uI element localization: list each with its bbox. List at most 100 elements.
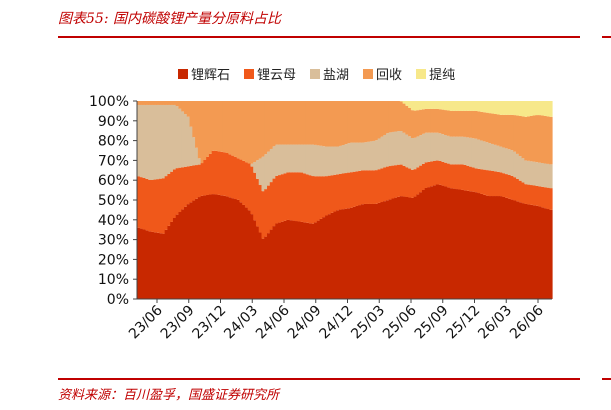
area-segment	[361, 101, 365, 143]
area-segment	[300, 144, 304, 173]
area-segment	[208, 153, 213, 195]
area-segment	[477, 168, 481, 194]
area-segment	[336, 174, 340, 211]
y-tick-label: 90%	[98, 114, 129, 130]
area-segment	[521, 116, 525, 159]
source-note: 资料来源：百川盈孚，国盛证券研究所	[58, 388, 280, 403]
area-segment	[463, 164, 467, 191]
area-segment	[482, 194, 487, 299]
area-segment	[380, 202, 384, 299]
area-segment	[430, 101, 434, 109]
area-segment	[516, 115, 520, 154]
area-segment	[325, 101, 329, 147]
area-segment	[521, 158, 525, 183]
area-segment	[314, 101, 318, 145]
area-segment	[493, 144, 498, 172]
area-segment	[170, 171, 174, 222]
area-segment	[482, 101, 487, 113]
area-segment	[527, 101, 531, 117]
area-segment	[474, 138, 478, 169]
area-segment	[300, 221, 304, 299]
area-segment	[397, 131, 401, 165]
area-segment	[338, 145, 343, 174]
area-segment	[303, 222, 307, 299]
area-segment	[286, 144, 290, 173]
area-segment	[269, 182, 274, 230]
area-segment	[416, 136, 420, 168]
area-segment	[164, 101, 169, 105]
area-segment	[167, 104, 171, 174]
area-segment	[424, 162, 429, 188]
area-segment	[466, 165, 470, 191]
area-segment	[529, 115, 534, 162]
area-segment	[491, 170, 495, 197]
area-segment	[399, 101, 404, 132]
area-segment	[427, 187, 431, 299]
area-segment	[480, 140, 484, 170]
area-segment	[394, 101, 398, 132]
area-segment	[410, 110, 415, 139]
area-segment	[413, 101, 418, 111]
area-segment	[383, 101, 387, 135]
legend-item-salt-lake: 盐湖	[310, 64, 349, 83]
area-segment	[386, 133, 390, 167]
area-segment	[485, 142, 489, 171]
area-segment	[319, 218, 323, 299]
area-segment	[496, 145, 501, 172]
area-segment	[156, 101, 160, 105]
area-segment	[469, 101, 473, 111]
area-segment	[208, 194, 213, 299]
area-segment	[214, 150, 218, 195]
area-segment	[139, 104, 144, 178]
area-segment	[455, 110, 459, 137]
edge-mark-top	[602, 36, 611, 38]
area-segment	[145, 101, 149, 105]
area-segment	[192, 101, 196, 138]
area-segment	[535, 101, 539, 116]
area-segment	[344, 173, 348, 209]
area-segment	[383, 167, 387, 202]
area-segment	[446, 163, 451, 188]
area-segment	[363, 101, 368, 143]
area-segment	[421, 163, 426, 190]
area-segment	[433, 108, 437, 133]
area-segment	[402, 101, 406, 104]
area-segment	[386, 166, 390, 201]
area-segment	[419, 135, 423, 166]
area-segment	[394, 197, 398, 299]
area-segment	[421, 133, 426, 164]
area-segment	[142, 101, 146, 105]
legend-swatch	[178, 68, 188, 79]
area-segment	[410, 197, 415, 299]
area-segment	[336, 101, 340, 147]
area-segment	[261, 191, 265, 239]
area-segment	[137, 227, 141, 299]
area-segment	[139, 101, 144, 105]
edge-mark-bottom	[602, 378, 611, 380]
area-segment	[220, 101, 224, 152]
area-segment	[549, 188, 553, 210]
area-segment	[444, 101, 448, 111]
area-segment	[206, 194, 210, 299]
area-segment	[374, 140, 379, 171]
area-segment	[322, 101, 326, 147]
area-segment	[446, 187, 451, 299]
area-segment	[178, 108, 182, 168]
area-segment	[311, 223, 315, 299]
area-segment	[208, 101, 213, 154]
area-segment	[261, 238, 265, 299]
x-tick-label: 23/12	[189, 303, 229, 343]
x-tick-label: 23/09	[158, 303, 198, 343]
area-segment	[427, 161, 431, 188]
area-segment	[303, 144, 307, 174]
area-segment	[164, 176, 169, 230]
area-segment	[435, 132, 440, 161]
area-segment	[449, 164, 453, 189]
area-segment	[488, 196, 492, 299]
area-segment	[325, 146, 329, 177]
area-segment	[247, 210, 252, 299]
area-segment	[535, 162, 539, 186]
area-segment	[250, 214, 254, 299]
legend-item-lepidolite: 锂云母	[244, 64, 296, 83]
area-segment	[278, 222, 282, 299]
